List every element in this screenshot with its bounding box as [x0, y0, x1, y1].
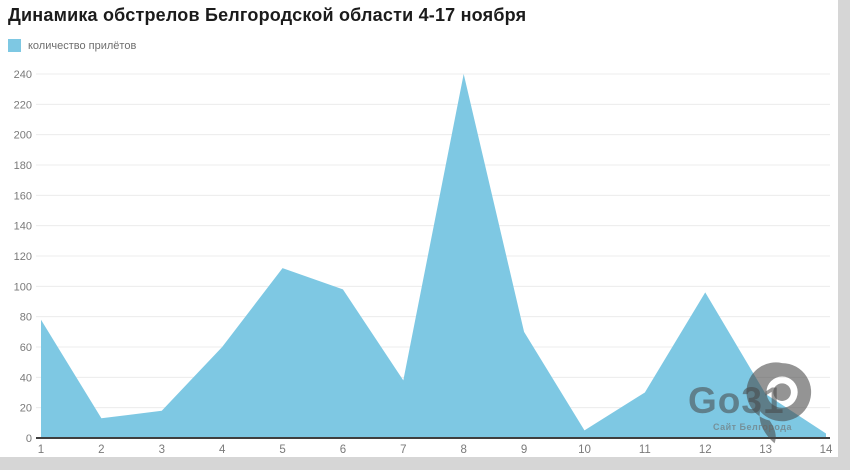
y-axis-tick-label: 180 [14, 160, 32, 172]
legend-swatch-icon [8, 39, 21, 52]
x-axis-tick-label: 4 [219, 444, 226, 456]
y-axis-tick-label: 40 [20, 372, 32, 384]
x-axis-tick-label: 2 [98, 444, 104, 456]
y-axis-tick-label: 200 [14, 130, 32, 142]
y-axis-tick-label: 120 [14, 251, 32, 263]
chart-widget: 0 20 40 60 80 100 120 140 160 180 200 220 240 1 2 3 4 5 6 7… [0, 0, 838, 457]
y-axis-tick-label: 20 [20, 403, 32, 415]
y-axis-tick-label: 160 [14, 190, 32, 202]
y-axis-tick-label: 0 [26, 433, 32, 445]
legend-item[interactable]: количество прилётов [8, 39, 136, 52]
x-axis-tick-label: 7 [400, 444, 406, 456]
x-axis-tick-label: 12 [699, 444, 712, 456]
y-axis-tick-label: 140 [14, 221, 32, 233]
legend-label: количество прилётов [28, 39, 137, 52]
y-axis-tick-label: 220 [14, 99, 32, 111]
area-chart[interactable]: 0 20 40 60 80 100 120 140 160 180 200 220 240 1 2 3 4 5 6 7… [0, 0, 838, 457]
x-axis-tick-label: 14 [820, 444, 833, 456]
y-axis-tick-label: 240 [14, 69, 32, 81]
x-axis-tick-label: 11 [639, 444, 651, 456]
x-axis-tick-label: 1 [38, 444, 44, 456]
area-series[interactable] [41, 74, 826, 438]
x-axis-tick-label: 9 [521, 444, 527, 456]
x-axis-tick-label: 6 [340, 444, 346, 456]
x-axis-tick-label: 10 [578, 444, 591, 456]
y-axis-tick-label: 60 [20, 342, 32, 354]
y-axis-tick-label: 80 [20, 312, 32, 324]
x-axis-tick-label: 3 [159, 444, 165, 456]
chart-title: Динамика обстрелов Белгородской области … [8, 5, 527, 25]
x-axis-tick-label: 8 [460, 444, 466, 456]
x-axis-tick-label: 13 [759, 444, 772, 456]
x-axis-tick-label: 5 [279, 444, 285, 456]
y-axis-tick-label: 100 [14, 281, 32, 293]
